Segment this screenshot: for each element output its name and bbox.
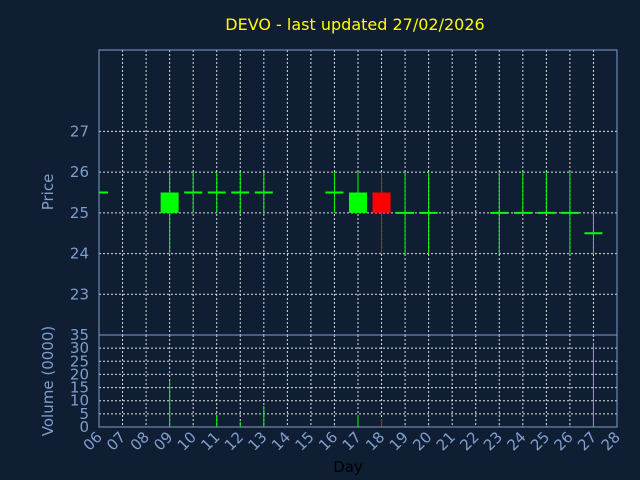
price-tick-label: 26 <box>70 163 89 181</box>
day-tick-label: 07 <box>103 428 129 454</box>
day-tick-label: 22 <box>456 428 482 454</box>
volume-tick-label: 20 <box>70 365 89 383</box>
day-tick-label: 25 <box>527 428 553 454</box>
day-tick-label: 11 <box>197 428 223 454</box>
day-tick-label: 15 <box>292 428 318 454</box>
volume-axis-label: Volume (0000) <box>39 326 57 436</box>
day-tick-label: 12 <box>221 428 247 454</box>
volume-bars <box>169 342 594 427</box>
day-tick-label: 13 <box>244 428 270 454</box>
candle-body <box>372 192 391 213</box>
price-grid <box>99 50 617 335</box>
day-tick-label: 16 <box>315 428 341 454</box>
day-tick-label: 17 <box>339 428 365 454</box>
volume-tick-label: 10 <box>70 392 89 410</box>
volume-tick-label: 35 <box>70 326 89 344</box>
volume-tick-label: 25 <box>70 352 89 370</box>
volume-panel-frame <box>98 334 618 428</box>
day-tick-label: 14 <box>268 428 294 454</box>
price-candles <box>99 172 603 254</box>
price-tick-label: 27 <box>70 122 89 140</box>
volume-grid <box>99 335 617 427</box>
candle-body <box>349 192 367 213</box>
day-tick-label: 19 <box>386 428 412 454</box>
chart-title: DEVO - last updated 27/02/2026 <box>225 15 484 34</box>
day-axis-label: Day <box>333 458 363 476</box>
day-tick-label: 27 <box>574 428 600 454</box>
volume-tick-label: 0 <box>79 418 89 436</box>
day-axis-ticks: 0607080910111213141516171819202122232425… <box>80 428 624 454</box>
day-tick-label: 21 <box>433 428 459 454</box>
volume-tick-label: 30 <box>70 339 89 357</box>
price-tick-label: 25 <box>70 204 89 222</box>
day-tick-label: 08 <box>127 428 153 454</box>
volume-tick-label: 5 <box>79 405 89 423</box>
price-axis-label: Price <box>39 174 57 211</box>
day-tick-label: 24 <box>503 428 529 454</box>
day-tick-label: 10 <box>174 428 200 454</box>
price-tick-label: 23 <box>70 285 89 303</box>
candle-body <box>160 192 179 213</box>
day-tick-label: 09 <box>150 428 176 454</box>
price-tick-label: 24 <box>70 245 89 263</box>
day-tick-label: 20 <box>409 428 435 454</box>
day-tick-label: 23 <box>480 428 506 454</box>
day-tick-label: 18 <box>362 428 388 454</box>
day-tick-label: 28 <box>598 428 624 454</box>
day-tick-label: 26 <box>551 428 577 454</box>
price-axis-ticks: 23 24 25 26 27 <box>70 122 89 303</box>
volume-tick-label: 15 <box>70 379 89 397</box>
